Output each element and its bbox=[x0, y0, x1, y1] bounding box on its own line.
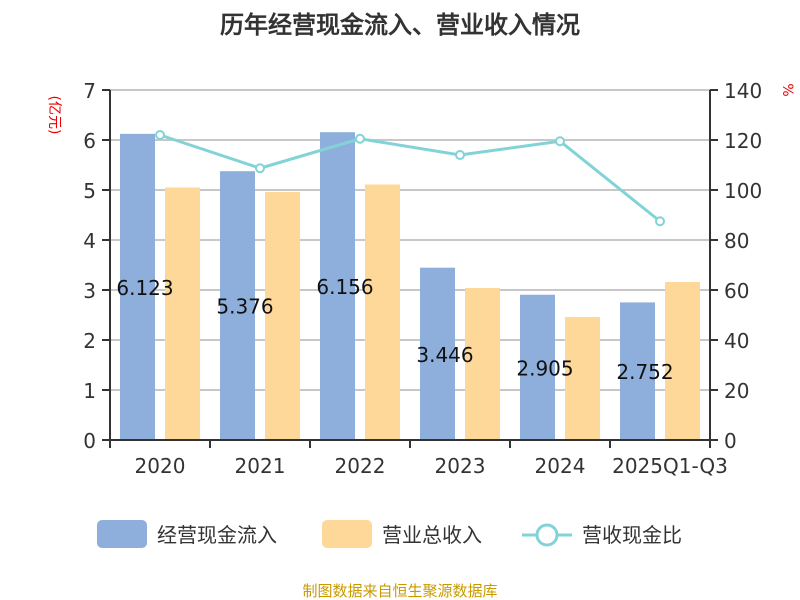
y-tick-label: 5 bbox=[83, 179, 96, 203]
x-tick-label: 2022 bbox=[335, 454, 386, 478]
legend-label-cash-inflow: 经营现金流入 bbox=[157, 523, 277, 547]
point-ratio bbox=[155, 130, 165, 140]
line-ratio bbox=[159, 133, 661, 223]
legend-marker-ratio bbox=[535, 523, 559, 547]
y2-tick-label: 20 bbox=[724, 379, 749, 403]
y2-tick-label: 80 bbox=[724, 229, 749, 253]
footer-source: 制图数据来自恒生聚源数据库 bbox=[302, 582, 497, 600]
bar-cash-inflow bbox=[220, 171, 255, 440]
y2-axis-label: % bbox=[779, 83, 795, 96]
x-tick-label: 2023 bbox=[435, 454, 486, 478]
data-label-cash-inflow: 2.905 bbox=[516, 356, 573, 380]
y2-tick-label: 100 bbox=[724, 179, 762, 203]
point-ratio bbox=[555, 136, 565, 147]
x-tick-label: 2025Q1-Q3 bbox=[612, 454, 728, 478]
y-tick-label: 2 bbox=[83, 329, 96, 353]
data-label-cash-inflow: 6.123 bbox=[116, 276, 173, 300]
bar-revenue bbox=[465, 288, 500, 440]
y-tick-label: 0 bbox=[83, 429, 96, 453]
y2-tick-label: 60 bbox=[724, 279, 749, 303]
legend-label-revenue: 营业总收入 bbox=[382, 523, 482, 547]
bar-cash-inflow bbox=[620, 302, 655, 440]
bar-cash-inflow bbox=[420, 267, 455, 440]
bar-cash-inflow bbox=[320, 132, 355, 440]
y2-tick-label: 40 bbox=[724, 329, 749, 353]
point-ratio bbox=[455, 150, 465, 160]
data-label-cash-inflow: 5.376 bbox=[216, 295, 273, 319]
legend: 经营现金流入 营业总收入 营收现金比 bbox=[97, 520, 682, 548]
bar-cash-inflow bbox=[120, 133, 155, 440]
y-tick-label: 3 bbox=[83, 279, 96, 303]
y-tick-label: 4 bbox=[83, 229, 96, 253]
y-tick-label: 6 bbox=[83, 129, 96, 153]
point-ratio bbox=[655, 216, 665, 227]
x-tick-label: 2020 bbox=[135, 454, 186, 478]
chart-title: 历年经营现金流入、营业收入情况 bbox=[220, 11, 580, 39]
bar-revenue bbox=[265, 192, 300, 440]
y2-tick-label: 0 bbox=[724, 429, 737, 453]
bar-revenue bbox=[665, 282, 700, 440]
y-tick-label: 7 bbox=[83, 79, 96, 103]
bar-revenue bbox=[165, 187, 200, 440]
legend-swatch-cash-inflow bbox=[97, 520, 147, 548]
point-ratio bbox=[355, 133, 365, 144]
x-tick-label: 2021 bbox=[235, 454, 286, 478]
point-ratio bbox=[255, 163, 265, 174]
data-label-cash-inflow: 3.446 bbox=[416, 343, 473, 367]
y2-tick-label: 120 bbox=[724, 129, 762, 153]
legend-swatch-revenue bbox=[322, 520, 372, 548]
legend-label-ratio: 营收现金比 bbox=[582, 523, 682, 547]
data-label-cash-inflow: 2.752 bbox=[616, 360, 673, 384]
bar-revenue bbox=[365, 184, 400, 440]
y-axis-label: (亿元) bbox=[46, 96, 62, 135]
data-label-cash-inflow: 6.156 bbox=[316, 275, 373, 299]
y-tick-label: 1 bbox=[83, 379, 96, 403]
bar-revenue bbox=[565, 317, 600, 440]
bar-cash-inflow bbox=[520, 294, 555, 440]
y2-tick-label: 140 bbox=[724, 79, 762, 103]
x-tick-label: 2024 bbox=[535, 454, 586, 478]
